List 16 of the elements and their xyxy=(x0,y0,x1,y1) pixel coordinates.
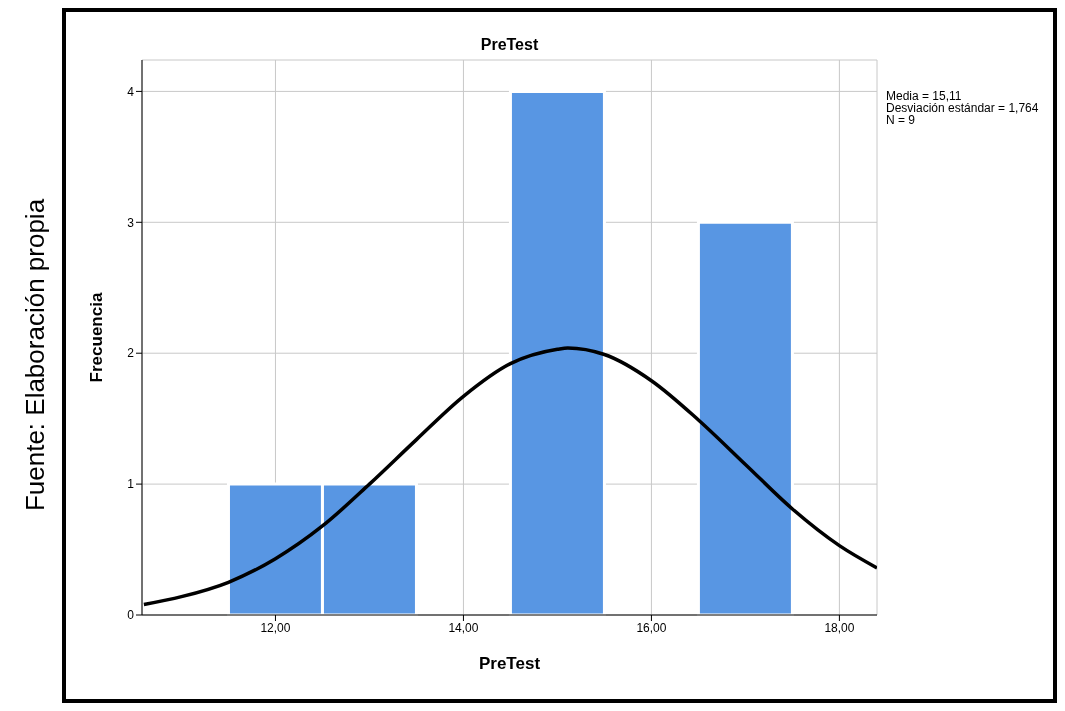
text: Desviación estándar = 1,764 xyxy=(886,101,1039,115)
x-tick-label: 14,00 xyxy=(448,620,479,635)
x-tick-label: 16,00 xyxy=(636,620,667,635)
y-tick-label: 3 xyxy=(127,215,135,230)
text: Media = 15,11 xyxy=(886,89,963,103)
x-axis-title: PreTest xyxy=(478,654,541,673)
chart-title: PreTest xyxy=(479,36,540,54)
x-tick-label: 18,00 xyxy=(824,620,855,635)
text: N = 9 xyxy=(886,113,916,127)
y-axis-title: Frecuencia xyxy=(87,292,107,383)
y-tick-label: 2 xyxy=(127,346,135,361)
y-tick-label: 1 xyxy=(127,477,135,492)
source-note: Fuente: Elaboración propia xyxy=(19,198,51,512)
y-tick-label: 4 xyxy=(127,84,135,99)
x-tick-label: 12,00 xyxy=(260,620,291,635)
y-tick-label: 0 xyxy=(127,608,135,623)
